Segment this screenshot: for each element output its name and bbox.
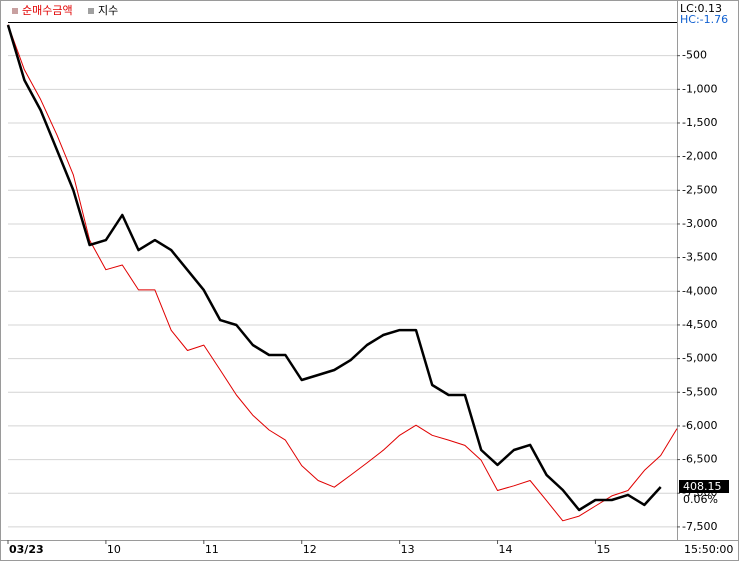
y-tick-label: -5,000	[682, 352, 717, 365]
y-tick-label: -2,000	[682, 150, 717, 163]
y-tick-label: -1,500	[682, 116, 717, 129]
x-tick-label: 13	[401, 543, 415, 556]
y-tick-label: -3,500	[682, 251, 717, 264]
legend-entry: 순매수금액	[22, 4, 73, 17]
hc-label: HC:-1.76	[680, 13, 728, 26]
y-tick-label: -6,000	[682, 419, 717, 432]
y-tick-label: -4,000	[682, 284, 717, 297]
series-line	[7, 24, 678, 522]
y-tick-label: -500	[682, 49, 707, 62]
y-tick-label: -3,000	[682, 217, 717, 230]
y-tick-label: -4,500	[682, 318, 717, 331]
x-tick-label: 12	[303, 543, 317, 556]
x-tick-label: 10	[107, 543, 121, 556]
y-tick-label: -1,000	[682, 82, 717, 95]
y-tick-label: -7,500	[682, 520, 717, 533]
x-tick-label: 15	[596, 543, 610, 556]
last-value-box	[679, 480, 729, 494]
change-label: 0.06%	[683, 493, 718, 506]
last-value-label: 408.15	[683, 480, 722, 493]
x-tick-label: 14	[499, 543, 513, 556]
legend-swatch	[12, 8, 18, 14]
y-tick-label: -6,500	[682, 453, 717, 466]
legend-swatch	[88, 8, 94, 14]
series-line	[6, 24, 662, 512]
lc-label: LC:0.13	[680, 2, 722, 15]
legend-entry: 지수	[98, 4, 118, 17]
y-tick-label: -5,500	[682, 385, 717, 398]
y-tick-label: -2,500	[682, 183, 717, 196]
x-tick-label: 03/23	[9, 543, 44, 556]
x-tick-label: 11	[205, 543, 219, 556]
x-end-label: 15:50:00	[684, 543, 733, 556]
